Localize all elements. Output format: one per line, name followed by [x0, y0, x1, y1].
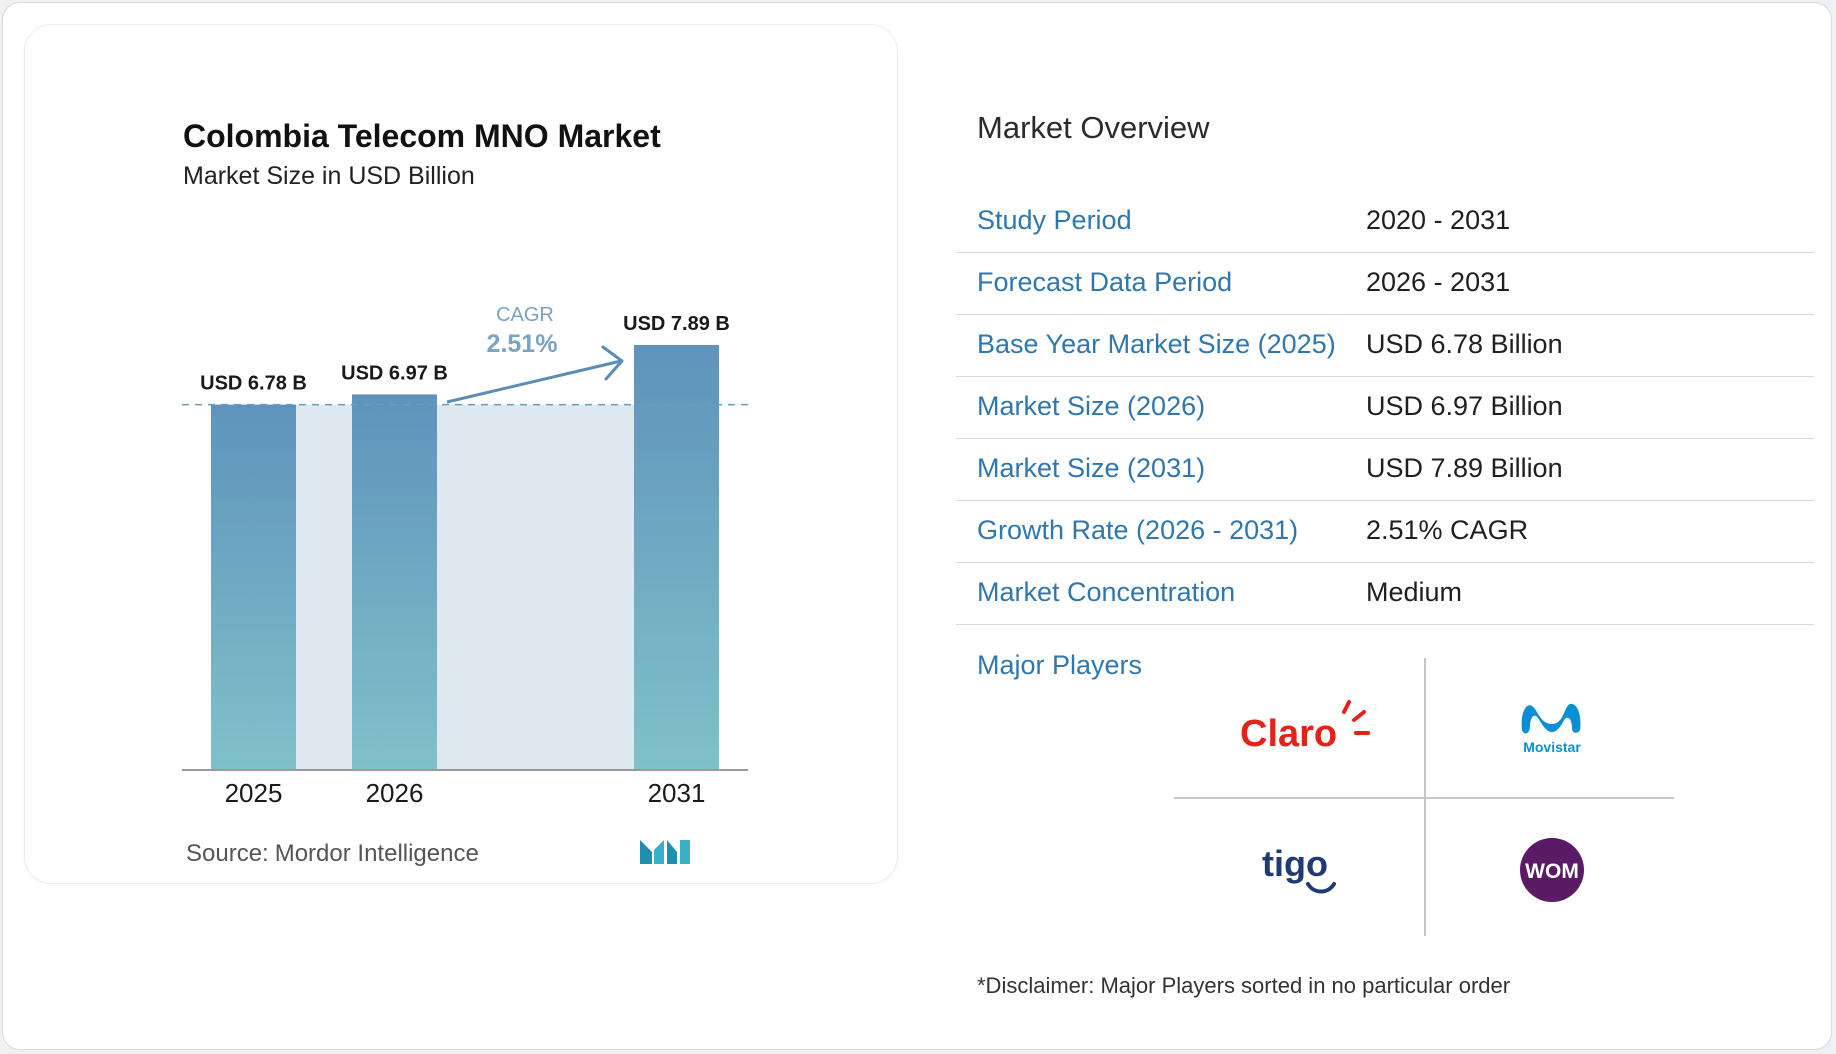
disclaimer: *Disclaimer: Major Players sorted in no …	[977, 973, 1511, 998]
cagr-arrow-head	[601, 345, 624, 381]
overview-value: USD 6.78 Billion	[1366, 329, 1563, 359]
overview-row: Market Size (2031) USD 7.89 Billion	[956, 439, 1814, 501]
cagr-label: CAGR	[496, 304, 554, 326]
data-label-2025: USD 6.78 B	[200, 373, 307, 395]
overview-row: Market Concentration Medium	[956, 563, 1814, 625]
claro-logo: Claro	[1240, 700, 1370, 755]
x-tick-2025: 2025	[225, 778, 283, 808]
source-name: Mordor Intelligence	[274, 840, 479, 867]
overview-label: Market Concentration	[977, 577, 1236, 607]
tigo-logo-text: tigo	[1262, 843, 1328, 884]
overview-value: 2020 - 2031	[1366, 205, 1511, 235]
overview-value: 2026 - 2031	[1366, 267, 1511, 297]
tigo-logo: tigo	[1262, 843, 1336, 894]
source-label: Source:	[186, 840, 269, 867]
x-tick-2026: 2026	[366, 778, 424, 808]
overview-value: 2.51% CAGR	[1366, 515, 1529, 545]
bar-2026	[352, 394, 437, 769]
bar-2031	[634, 345, 719, 769]
players-title: Major Players	[977, 650, 1143, 680]
overview-row: Study Period 2020 - 2031	[956, 191, 1814, 253]
bar-2025	[211, 404, 296, 769]
movistar-logo-text: Movistar	[1523, 739, 1581, 755]
overview-label: Growth Rate (2026 - 2031)	[977, 515, 1299, 545]
chart-subtitle: Market Size in USD Billion	[183, 162, 475, 190]
overview-value: USD 7.89 Billion	[1366, 453, 1563, 483]
overview-label: Market Size (2026)	[977, 391, 1206, 421]
mordor-logo	[640, 840, 690, 864]
cagr-value: 2.51%	[487, 330, 558, 358]
overview-label: Forecast Data Period	[977, 267, 1233, 297]
overview-value: USD 6.97 Billion	[1366, 391, 1563, 421]
overview-row: Forecast Data Period 2026 - 2031	[956, 253, 1814, 315]
bar-chart: USD 6.78 B 2025 USD 6.97 B 2026 USD 7.89 B 20…	[182, 304, 752, 864]
wom-logo-text: WOM	[1525, 860, 1579, 883]
data-label-2031: USD 7.89 B	[623, 313, 730, 335]
overview-label: Market Size (2031)	[977, 453, 1206, 483]
wom-logo: WOM	[1520, 838, 1584, 902]
movistar-logo: Movistar	[1521, 703, 1581, 755]
overview-table: Study Period 2020 - 2031 Forecast Data P…	[956, 191, 1814, 625]
overview-label: Study Period	[977, 205, 1132, 235]
chart-title: Colombia Telecom MNO Market	[183, 118, 661, 154]
overview-value: Medium	[1366, 577, 1463, 607]
x-tick-2031: 2031	[648, 778, 706, 808]
players-grid-horizontal	[1174, 797, 1674, 799]
data-label-2026: USD 6.97 B	[341, 362, 448, 384]
cagr-arrow	[446, 359, 622, 404]
overview-row: Growth Rate (2026 - 2031) 2.51% CAGR	[956, 501, 1814, 563]
claro-logo-text: Claro	[1240, 713, 1337, 755]
source-line: Source: Mordor Intelligence	[186, 840, 485, 868]
overview-row: Market Size (2026) USD 6.97 Billion	[956, 377, 1814, 439]
overview-row: Base Year Market Size (2025) USD 6.78 Bi…	[956, 315, 1814, 377]
overview-label: Base Year Market Size (2025)	[977, 329, 1336, 359]
overview-title: Market Overview	[977, 110, 1210, 145]
